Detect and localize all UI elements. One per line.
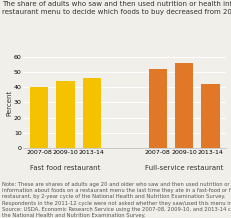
Text: Fast food restaurant: Fast food restaurant: [30, 165, 100, 171]
Bar: [149, 69, 167, 148]
Bar: [30, 87, 48, 148]
Bar: [56, 81, 75, 148]
Bar: [201, 84, 220, 148]
Bar: [175, 63, 193, 148]
Text: The share of adults who saw and then used nutrition or health information on a f: The share of adults who saw and then use…: [2, 1, 231, 15]
Y-axis label: Percent: Percent: [6, 89, 12, 116]
Text: Note: These are shares of adults age 20 and older who saw and then used nutritio: Note: These are shares of adults age 20 …: [2, 182, 231, 218]
Bar: [82, 78, 101, 148]
Text: Full-service restaurant: Full-service restaurant: [145, 165, 223, 171]
